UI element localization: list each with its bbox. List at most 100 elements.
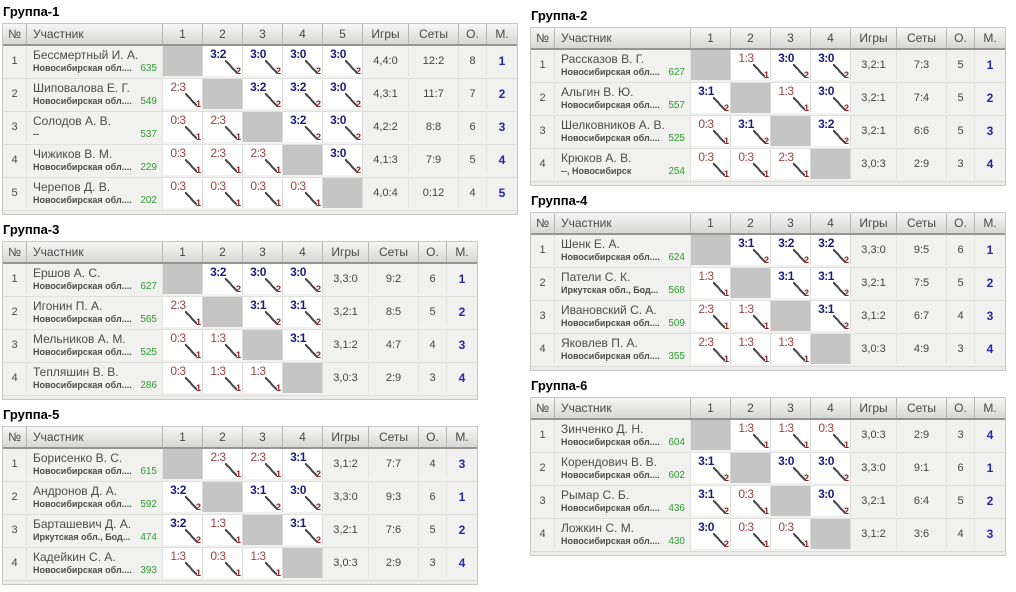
match-score: 3:2: [290, 80, 306, 94]
score-slash-divider: [305, 93, 317, 106]
match-score: 3:1: [698, 487, 714, 501]
games-cell: 3,0:3: [851, 334, 897, 364]
group-title: Группа-2: [531, 8, 588, 23]
match-score-cell: 3:1 2: [691, 486, 731, 516]
participant-rating: 525: [140, 347, 157, 358]
participant-name: Бессмертный И. А.: [33, 48, 139, 62]
sets-cell: 6:7: [897, 301, 947, 331]
score-slash-divider: [753, 163, 765, 176]
place-cell: 3: [458, 338, 466, 352]
participant-rating: 537: [140, 129, 157, 140]
match-points: 1: [803, 354, 809, 364]
group-table: № Участник 1 2 3 4 Игры Сеты О. М. 1 Борисенко В. …: [2, 426, 478, 585]
match-points: 1: [275, 165, 281, 175]
sets-cell: 6:6: [897, 116, 947, 146]
match-score-cell: 3:0 2: [283, 46, 323, 76]
match-points: 2: [275, 317, 281, 327]
match-points: 2: [315, 469, 321, 479]
match-score: 2:3: [250, 146, 266, 160]
match-score-cell: 0:3 1: [203, 178, 243, 208]
header-points: О.: [947, 28, 975, 48]
group-title: Группа-3: [3, 222, 60, 237]
participant-subline: --, Новосибирск 254: [561, 165, 687, 178]
participant-cell: Рымар С. Б. Новосибирская обл.... 436: [555, 486, 691, 518]
match-score-cell: 1:3 1: [731, 50, 771, 80]
match-score: 3:0: [330, 47, 346, 61]
header-opponent-4: 4: [283, 24, 323, 44]
match-score: 2:3: [250, 450, 266, 464]
match-score: 3:2: [250, 80, 266, 94]
match-score-cell: 0:3 1: [163, 145, 203, 175]
header-opponent-1: 1: [163, 24, 203, 44]
games-cell: 3,0:3: [323, 363, 369, 393]
match-points: 2: [315, 132, 321, 142]
participant-name: Ершов А. С.: [33, 266, 101, 280]
match-score-cell: 0:3 1: [163, 112, 203, 142]
self-match-cell: [203, 297, 243, 327]
score-slash-divider: [833, 249, 845, 262]
match-points: 1: [803, 440, 809, 450]
participant-subline: Новосибирская обл.... 627: [33, 280, 159, 293]
header-opponent-3: 3: [243, 24, 283, 44]
participant-region: Новосибирская обл....: [561, 67, 660, 77]
header-place: М.: [975, 398, 1005, 418]
participant-subline: Новосибирская обл.... 557: [561, 99, 687, 112]
sets-cell: 8:5: [369, 297, 419, 327]
row-number: 3: [531, 301, 555, 331]
match-score: 3:1: [290, 450, 306, 464]
participant-name: Яковлев П. А.: [561, 336, 638, 350]
row-number: 4: [3, 145, 27, 175]
participant-row: 5 Черепов Д. В. Новосибирская обл.... 202 0:…: [3, 178, 517, 210]
participant-rating: 615: [140, 466, 157, 477]
place-cell: 3: [986, 309, 994, 323]
games-cell: 3,1:2: [323, 449, 369, 479]
match-score-cell: 3:0 2: [811, 50, 851, 80]
match-score: 3:1: [818, 269, 834, 283]
header-games: Игры: [851, 213, 897, 233]
header-opponent-2: 2: [203, 24, 243, 44]
group-title: Группа-5: [3, 407, 60, 422]
row-number: 3: [3, 515, 27, 545]
match-score: 3:0: [250, 265, 266, 279]
participant-row: 2 Корендович В. В. Новосибирская обл.... 60…: [531, 453, 1005, 486]
match-points: 2: [803, 473, 809, 483]
sets-cell: 2:9: [369, 548, 419, 578]
header-opponent-1: 1: [691, 398, 731, 418]
header-place: М.: [487, 24, 517, 44]
self-match-cell: [243, 330, 283, 360]
participant-row: 1 Ершов А. С. Новосибирская обл.... 627 3:2 2…: [3, 264, 477, 297]
points-cell: 3: [947, 149, 975, 179]
points-cell: 4: [947, 301, 975, 331]
score-slash-divider: [713, 500, 725, 513]
table-footer-strip: [3, 580, 477, 584]
match-points: 1: [195, 568, 201, 578]
participant-row: 2 Андронов Д. А. Новосибирская обл.... 592 3…: [3, 482, 477, 515]
games-cell: 3,3:0: [851, 235, 897, 265]
points-cell: 3: [419, 548, 447, 578]
participant-rating: 229: [140, 162, 157, 173]
score-slash-divider: [225, 377, 237, 390]
match-score: 1:3: [778, 335, 794, 349]
row-number: 4: [531, 149, 555, 179]
participant-rating: 393: [140, 565, 157, 576]
sets-cell: 7:3: [897, 50, 947, 80]
table-footer-strip: [531, 366, 1005, 370]
header-opponent-2: 2: [731, 398, 771, 418]
participant-name: Борисенко В. С.: [33, 451, 123, 465]
header-sets: Сеты: [897, 213, 947, 233]
match-score-cell: 1:3 1: [691, 268, 731, 298]
match-points: 1: [723, 354, 729, 364]
participant-region: Новосибирская обл....: [33, 96, 132, 106]
games-cell: 3,3:0: [851, 453, 897, 483]
match-score: 0:3: [170, 113, 186, 127]
points-cell: 6: [419, 482, 447, 512]
points-cell: 5: [419, 297, 447, 327]
place-cell: 1: [458, 272, 466, 286]
participant-row: 1 Зинченко Д. Н. Новосибирская обл.... 604 1…: [531, 420, 1005, 453]
match-score: 3:2: [210, 265, 226, 279]
participant-name: Чижиков В. М.: [33, 147, 113, 161]
group-title: Группа-1: [3, 4, 60, 19]
match-points: 1: [275, 198, 281, 208]
games-cell: 3,0:3: [851, 149, 897, 179]
self-match-cell: [163, 264, 203, 294]
